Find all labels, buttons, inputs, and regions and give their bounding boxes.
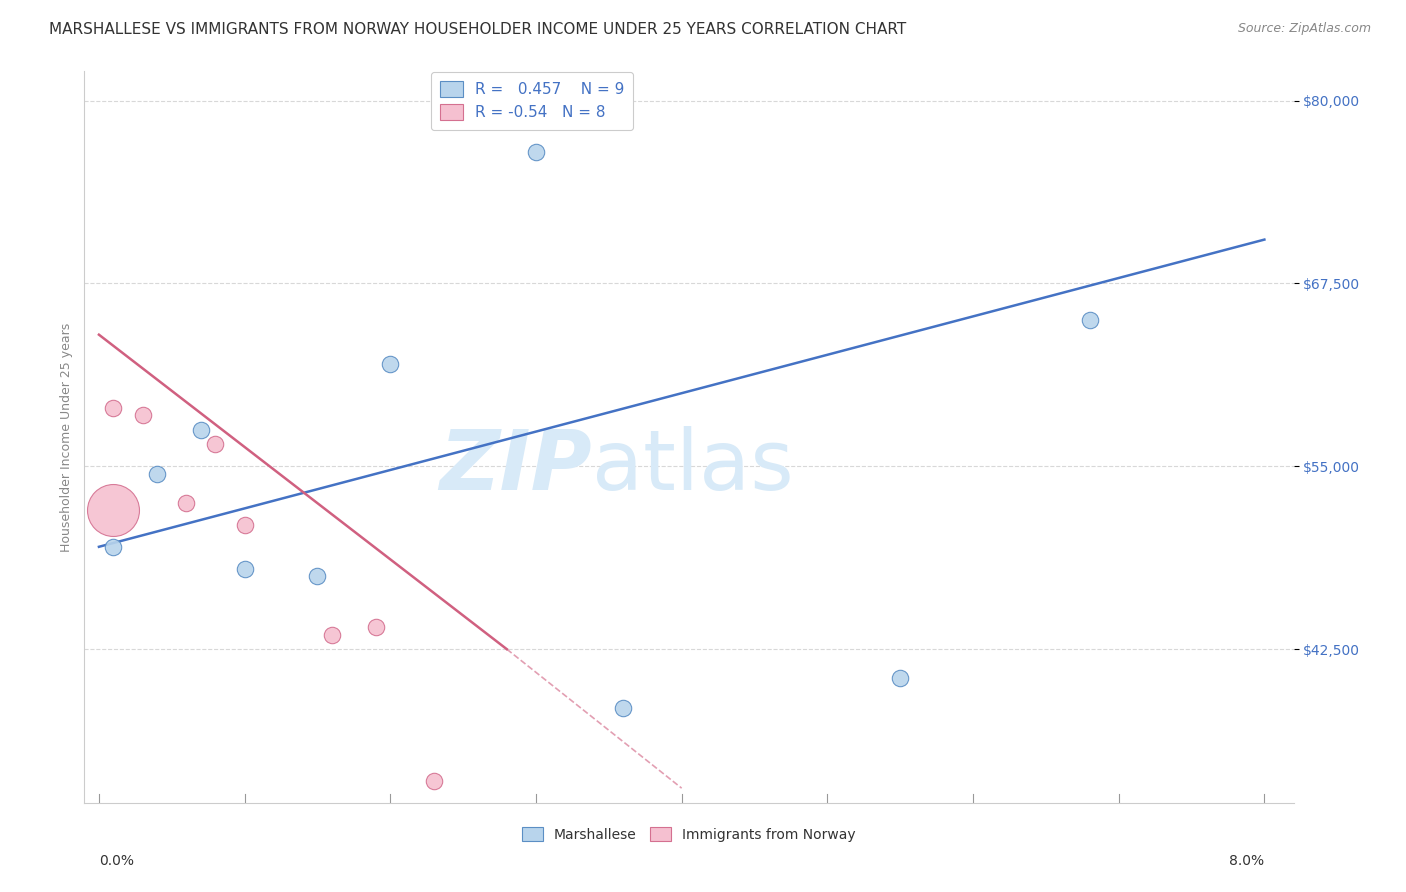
Point [103, 503, 125, 517]
Point [103, 401, 125, 415]
Text: 8.0%: 8.0% [1229, 854, 1264, 868]
Point [423, 773, 446, 788]
Y-axis label: Householder Income Under 25 years: Householder Income Under 25 years [60, 322, 73, 552]
Point [204, 437, 226, 451]
Point [380, 357, 402, 371]
Point [233, 562, 256, 576]
Point [321, 627, 343, 641]
Point [524, 145, 547, 159]
Point [612, 700, 634, 714]
Text: Source: ZipAtlas.com: Source: ZipAtlas.com [1237, 22, 1371, 36]
Point [146, 467, 169, 481]
Text: atlas: atlas [592, 425, 794, 507]
Point [364, 620, 387, 634]
Point [1078, 313, 1101, 327]
Point [103, 540, 125, 554]
Legend: Marshallese, Immigrants from Norway: Marshallese, Immigrants from Norway [516, 822, 862, 847]
Point [233, 517, 256, 532]
Point [190, 423, 212, 437]
Text: MARSHALLESE VS IMMIGRANTS FROM NORWAY HOUSEHOLDER INCOME UNDER 25 YEARS CORRELAT: MARSHALLESE VS IMMIGRANTS FROM NORWAY HO… [49, 22, 907, 37]
Point [889, 672, 911, 686]
Text: 0.0%: 0.0% [98, 854, 134, 868]
Point [131, 408, 153, 422]
Text: ZIP: ZIP [440, 425, 592, 507]
Point [307, 569, 329, 583]
Point [176, 496, 198, 510]
